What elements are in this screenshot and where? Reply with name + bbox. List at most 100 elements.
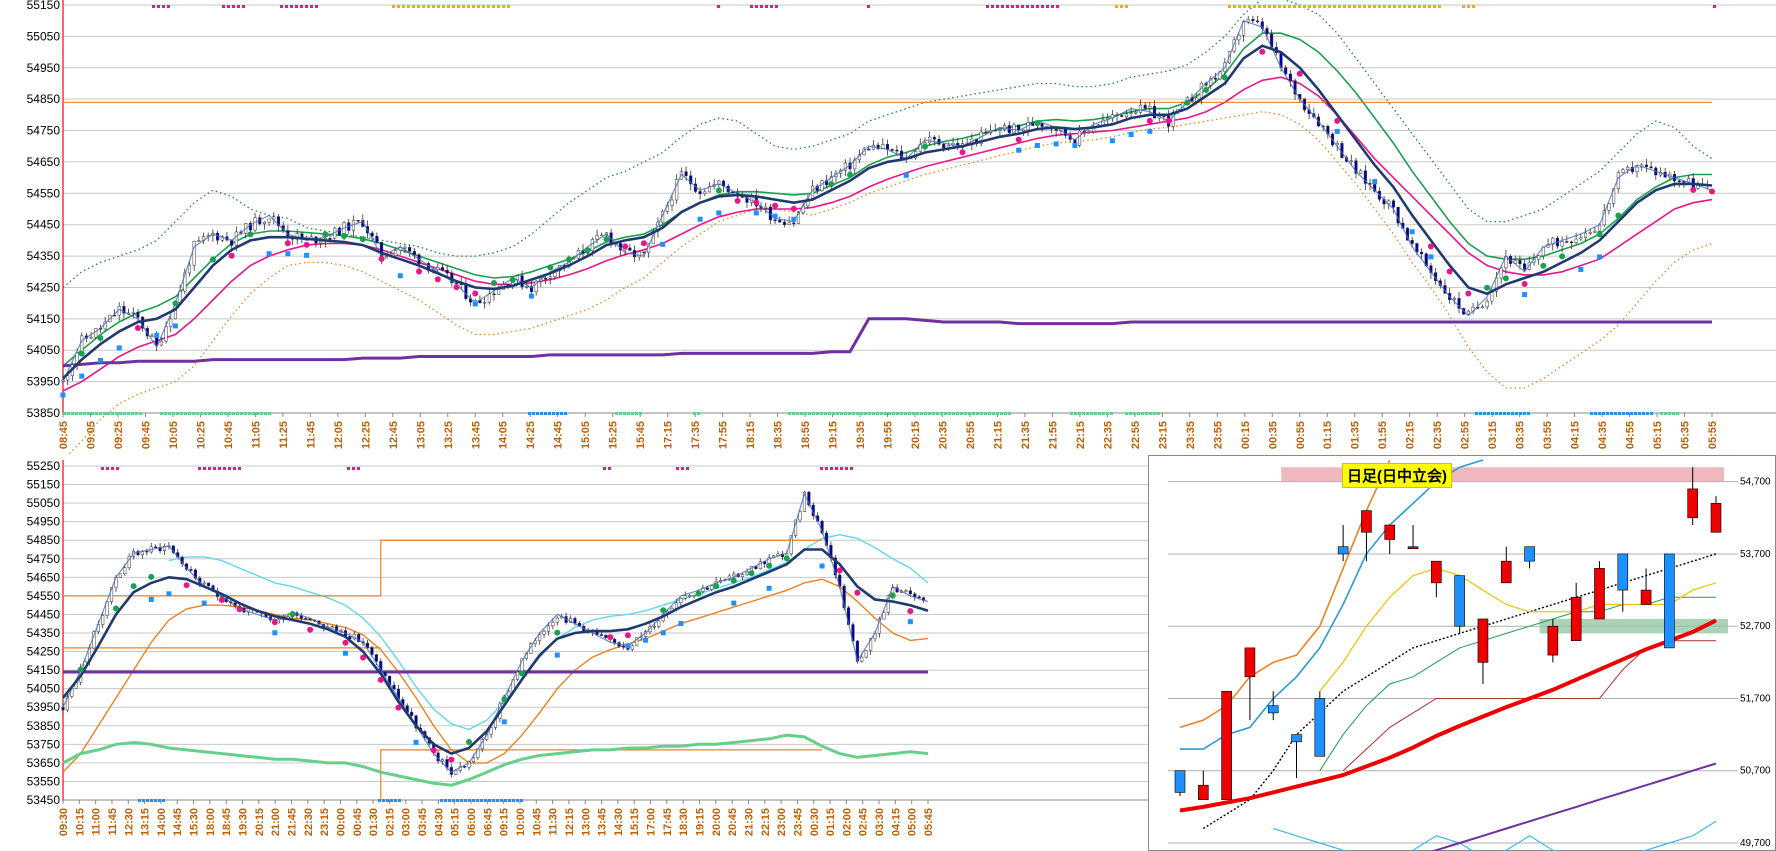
- bottom-signal-dot: [472, 799, 475, 802]
- x-tick-label: 22:35: [1102, 421, 1114, 449]
- top-signal-dot: [1016, 5, 1019, 8]
- top-signal-dot: [233, 467, 236, 470]
- top-signal-dot: [203, 467, 206, 470]
- top-signal-dot: [1021, 5, 1024, 8]
- candle: [688, 595, 692, 597]
- bottom-signal-dot: [1642, 412, 1645, 415]
- candle: [1134, 112, 1138, 114]
- bottom-signal-dot: [123, 412, 126, 415]
- bottom-signal-dot: [880, 412, 883, 415]
- y-tick-label: 54750: [27, 124, 61, 138]
- bottom-signal-dot: [394, 799, 397, 802]
- buy-signal-dot: [1596, 231, 1603, 238]
- bottom-signal-dot: [512, 799, 515, 802]
- candle: [778, 219, 782, 223]
- bottom-signal-dot: [1082, 412, 1085, 415]
- buy-signal-dot: [501, 696, 508, 703]
- x-tick-label: 11:05: [250, 421, 262, 449]
- bottom-signal-dot: [192, 412, 195, 415]
- y-tick-label: 53650: [27, 756, 61, 770]
- intraday-chart-top-svg: 55150 55050 54950 54850 54750 54650 54550 54450…: [27, 0, 1776, 455]
- top-signal-dot: [825, 467, 828, 470]
- candle: [573, 618, 577, 624]
- bottom-signal-dot: [444, 799, 447, 802]
- candle: [187, 264, 192, 274]
- x-tick-label: 01:30: [368, 808, 380, 836]
- bottom-signal-dot: [500, 799, 503, 802]
- candle: [928, 136, 932, 143]
- bottom-signal-dot: [1125, 412, 1128, 415]
- support-zone: [1539, 618, 1728, 634]
- bottom-signal-dot: [1487, 412, 1490, 415]
- top-signal-dot: [507, 5, 510, 8]
- blue-square-marker: [660, 241, 666, 247]
- candle: [1148, 106, 1152, 109]
- x-tick-label: 09:05: [85, 421, 97, 449]
- candle: [1537, 255, 1541, 260]
- sell-signal-dot: [1709, 188, 1715, 195]
- daily-candle: [1477, 618, 1489, 663]
- green-bottom-line: [62, 733, 929, 787]
- blue-square-marker: [97, 357, 103, 363]
- blue-square-marker: [1409, 229, 1415, 235]
- candle: [689, 175, 693, 185]
- x-tick-label: 04:15: [890, 808, 902, 836]
- sell-signal-dot: [342, 639, 349, 646]
- y-tick-label: 54950: [27, 61, 61, 75]
- blue-square-marker: [643, 637, 649, 643]
- top-signal-dot: [1243, 5, 1246, 8]
- x-tick-label: 23:15: [319, 808, 331, 836]
- daily-red-ma-line: [1179, 618, 1717, 813]
- candle: [1209, 77, 1213, 86]
- top-signal-dot: [1303, 5, 1306, 8]
- candle: [1457, 298, 1461, 309]
- blue-square-marker: [342, 650, 348, 656]
- buy-signal-dot: [172, 300, 179, 307]
- bottom-signal-dot: [1090, 412, 1093, 415]
- candle: [253, 217, 257, 231]
- candle: [357, 634, 361, 642]
- candle: [101, 615, 105, 625]
- x-tick-label: 04:15: [1570, 421, 1582, 449]
- x-tick-label: 18:00: [205, 808, 217, 836]
- bottom-signal-dot: [1646, 412, 1649, 415]
- x-tick-label: 05:35: [1680, 421, 1692, 449]
- x-tick-label: 20:55: [965, 421, 977, 449]
- bottom-signal-dot: [828, 412, 831, 415]
- bottom-signal-dot: [1137, 412, 1140, 415]
- x-tick-label: 04:30: [433, 808, 445, 836]
- top-signal-dot: [482, 5, 485, 8]
- sell-signal-dot: [1465, 290, 1472, 297]
- top-signal-dot: [157, 5, 160, 8]
- top-signal-dot: [237, 5, 240, 8]
- bottom-signal-dot: [1594, 412, 1597, 415]
- candle: [529, 286, 534, 293]
- top-signal-dot: [167, 5, 170, 8]
- bottom-signal-dot: [836, 412, 839, 415]
- intraday-chart-bottom-left: 55250 55150 55050 54950 54850 54750 54650 54550…: [0, 455, 1148, 851]
- green-ma-line: [62, 32, 1712, 367]
- candle: [1635, 166, 1639, 172]
- y-tick-label: 54550: [27, 589, 61, 603]
- x-tick-label: 23:00: [776, 808, 788, 836]
- top-signal-dot: [1462, 5, 1465, 8]
- bottom-signal-dot: [492, 799, 495, 802]
- top-signal-dot: [305, 5, 308, 8]
- top-signal-dot: [1472, 5, 1475, 8]
- y-tick-label: 54150: [27, 312, 61, 326]
- top-signal-dot: [867, 5, 870, 8]
- candle: [599, 634, 603, 636]
- top-signal-dot: [1428, 5, 1431, 8]
- x-tick-label: 11:45: [305, 421, 317, 449]
- bottom-signal-dot: [111, 412, 114, 415]
- bottom-signal-dot: [142, 799, 145, 802]
- candle: [1349, 160, 1353, 162]
- candle: [869, 638, 873, 651]
- top-signal-dot: [608, 467, 611, 470]
- candle: [61, 706, 65, 711]
- x-tick-label: 05:15: [1652, 421, 1664, 449]
- y-tick-label: 54450: [27, 607, 61, 621]
- y-tick-label: 54650: [27, 155, 61, 169]
- pink-ma-line: [62, 76, 1713, 392]
- x-tick-label: 17:15: [663, 421, 675, 449]
